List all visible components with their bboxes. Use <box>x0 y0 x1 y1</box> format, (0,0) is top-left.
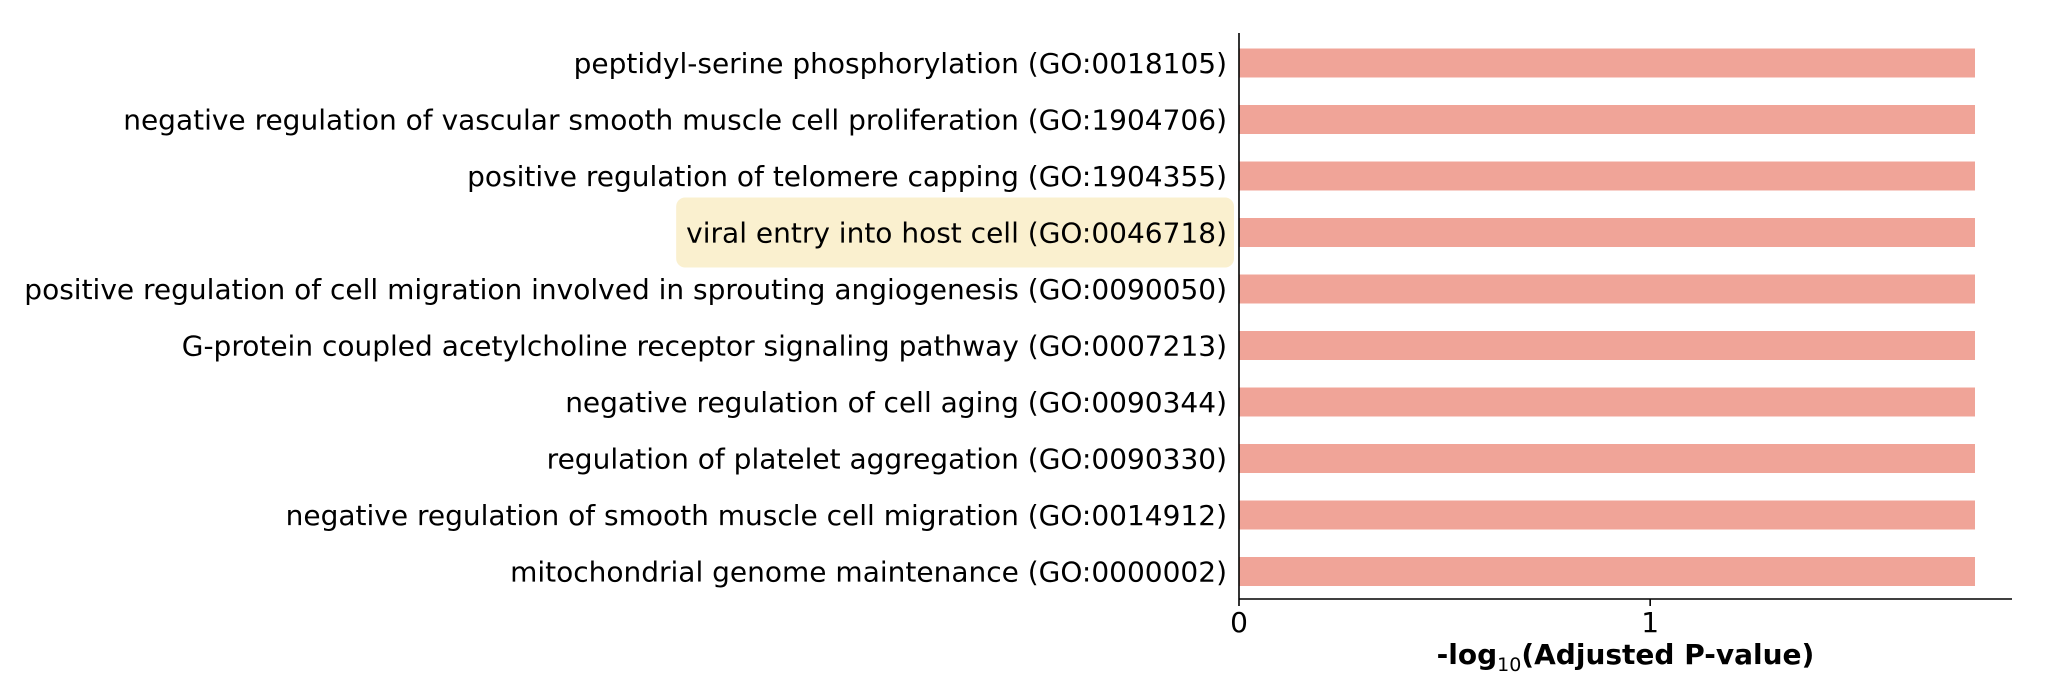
category-label: regulation of platelet aggregation (GO:0… <box>547 443 1227 476</box>
x-axis-title-prefix: -log <box>1437 638 1498 671</box>
bar <box>1239 331 1975 360</box>
category-label: mitochondrial genome maintenance (GO:000… <box>510 556 1227 589</box>
category-label: positive regulation of cell migration in… <box>24 273 1227 306</box>
category-label: viral entry into host cell (GO:0046718) <box>686 217 1227 250</box>
x-tick-label: 1 <box>1641 606 1659 639</box>
highlight-layer <box>676 197 1234 268</box>
bar <box>1239 48 1975 78</box>
bar <box>1239 444 1975 473</box>
bar <box>1239 387 1975 417</box>
category-label: peptidyl-serine phosphorylation (GO:0018… <box>574 47 1227 80</box>
category-label: negative regulation of cell aging (GO:00… <box>565 386 1227 419</box>
category-label: negative regulation of vascular smooth m… <box>123 104 1227 137</box>
bar <box>1239 500 1975 530</box>
category-label: negative regulation of smooth muscle cel… <box>286 499 1227 532</box>
x-axis-title-subscript: 10 <box>1497 654 1521 676</box>
bars-layer <box>1239 48 1975 586</box>
category-labels: peptidyl-serine phosphorylation (GO:0018… <box>24 47 1227 589</box>
highlight-box <box>676 197 1234 268</box>
bar <box>1239 218 1975 247</box>
x-tick-label: 0 <box>1230 606 1248 639</box>
category-label: positive regulation of telomere capping … <box>467 160 1227 193</box>
category-label: G-protein coupled acetylcholine receptor… <box>182 330 1227 363</box>
x-axis-title: -log10(Adjusted P-value) <box>1437 638 1815 676</box>
bar <box>1239 557 1975 586</box>
bar <box>1239 105 1975 134</box>
bar <box>1239 161 1975 191</box>
x-axis-title-suffix: (Adjusted P-value) <box>1521 638 1814 671</box>
bar <box>1239 274 1975 304</box>
